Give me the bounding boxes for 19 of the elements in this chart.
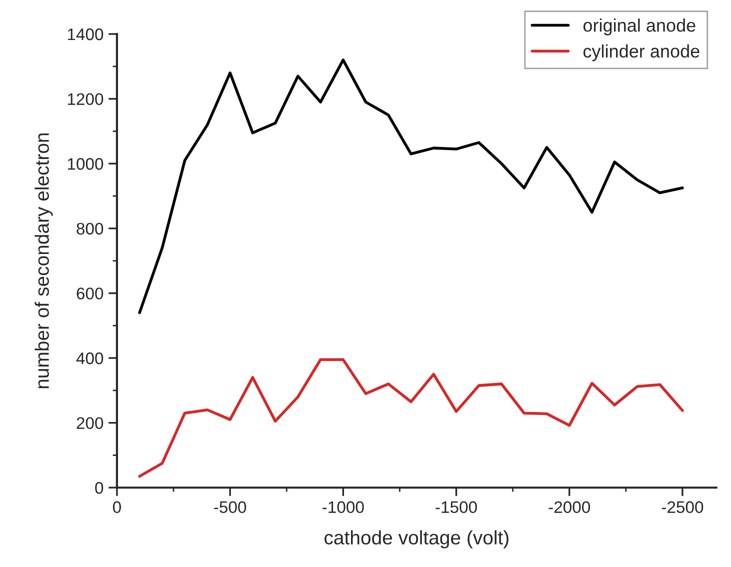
x-tick-label: -2000 (548, 501, 590, 514)
y-tick-label: 0 (95, 482, 104, 494)
legend-label: cylinder anode (583, 44, 700, 62)
y-tick-label: 800 (76, 222, 104, 235)
y-tick-label: 1200 (68, 93, 104, 106)
x-tick-label: 0 (112, 501, 121, 514)
x-tick-label: -500 (214, 501, 246, 514)
x-tick-label: -1500 (436, 501, 477, 514)
x-tick-label: -1000 (322, 501, 364, 514)
y-axis-title: number of secondary electron (34, 133, 53, 388)
y-tick-label: 1400 (68, 28, 104, 40)
y-tick-label: 400 (76, 352, 104, 364)
x-tick-label: -2500 (662, 501, 704, 514)
y-tick-label: 200 (76, 417, 104, 430)
x-axis-title: cathode voltage (volt) (324, 530, 508, 548)
legend-label: original anode (583, 18, 696, 36)
y-tick-label: 1000 (68, 158, 104, 170)
y-tick-label: 600 (76, 288, 104, 300)
line-series (138, 358, 684, 478)
